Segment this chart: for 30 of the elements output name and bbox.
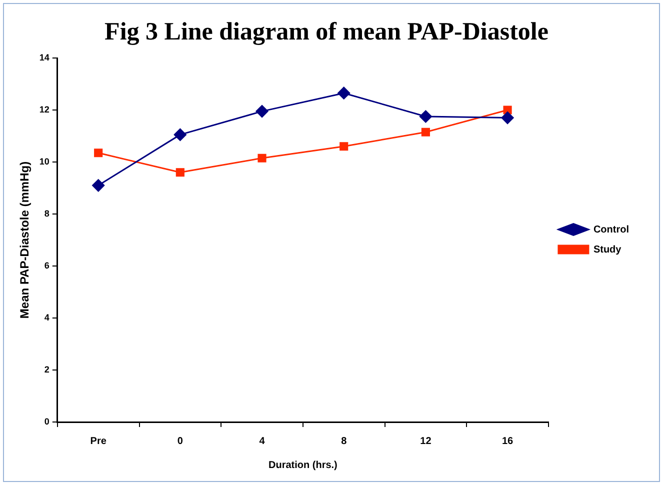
x-tick-label: 0 — [177, 436, 184, 447]
point — [421, 128, 430, 136]
point — [338, 86, 350, 100]
y-tick-label: 14 — [39, 52, 50, 62]
point — [340, 142, 348, 151]
y-tick-label: 12 — [39, 104, 50, 114]
point — [258, 154, 266, 162]
point — [94, 148, 103, 158]
x-tick-label: Pre — [90, 436, 107, 447]
y-tick-label: 4 — [44, 312, 50, 322]
y-tick-label: 6 — [44, 260, 50, 270]
x-tick-label: 16 — [502, 436, 514, 447]
point — [256, 105, 268, 118]
point — [419, 110, 432, 123]
y-tick-label: 10 — [39, 156, 50, 166]
y-tick-label: 0 — [44, 416, 50, 426]
x-axis-title: Duration (hrs.) — [268, 460, 338, 471]
point — [176, 168, 184, 177]
legend-label: Control — [593, 224, 630, 236]
x-tick-label: 8 — [341, 436, 348, 447]
legend-label: Study — [593, 244, 622, 256]
point — [174, 128, 186, 141]
y-tick-label: 8 — [44, 208, 50, 218]
x-tick-label: 4 — [259, 436, 266, 447]
y-tick-label: 2 — [44, 364, 50, 374]
point — [501, 112, 514, 124]
point — [92, 179, 105, 192]
y-axis-title: Mean PAP-Diastole (mmHg) — [18, 161, 32, 319]
chart-title: Fig 3 Line diagram of mean PAP-Diastole — [104, 18, 548, 46]
x-tick-label: 12 — [420, 436, 432, 447]
